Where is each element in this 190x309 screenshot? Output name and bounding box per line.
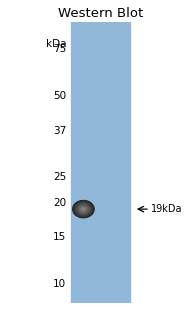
Polygon shape bbox=[79, 205, 88, 213]
Text: 10: 10 bbox=[53, 279, 66, 289]
Polygon shape bbox=[80, 206, 87, 212]
Polygon shape bbox=[82, 208, 85, 210]
Polygon shape bbox=[77, 204, 90, 214]
Polygon shape bbox=[74, 202, 93, 216]
Polygon shape bbox=[82, 208, 85, 210]
Polygon shape bbox=[83, 209, 84, 210]
Polygon shape bbox=[76, 203, 91, 215]
Text: 15: 15 bbox=[53, 232, 66, 242]
Text: 20: 20 bbox=[53, 198, 66, 208]
Polygon shape bbox=[78, 204, 89, 214]
Text: 25: 25 bbox=[53, 172, 66, 182]
Text: 19kDa: 19kDa bbox=[151, 204, 183, 214]
Title: Western Blot: Western Blot bbox=[58, 7, 143, 20]
Polygon shape bbox=[75, 202, 92, 216]
Polygon shape bbox=[80, 206, 87, 212]
Polygon shape bbox=[81, 207, 86, 211]
Polygon shape bbox=[74, 201, 93, 217]
Text: 75: 75 bbox=[53, 44, 66, 54]
Polygon shape bbox=[75, 203, 91, 216]
Polygon shape bbox=[73, 201, 94, 218]
Text: 50: 50 bbox=[53, 91, 66, 101]
Polygon shape bbox=[79, 206, 88, 213]
Polygon shape bbox=[71, 22, 130, 303]
Text: 37: 37 bbox=[53, 126, 66, 137]
Polygon shape bbox=[81, 207, 86, 211]
Text: kDa: kDa bbox=[46, 39, 66, 49]
Polygon shape bbox=[77, 204, 90, 215]
Polygon shape bbox=[78, 205, 89, 214]
Polygon shape bbox=[73, 201, 93, 217]
